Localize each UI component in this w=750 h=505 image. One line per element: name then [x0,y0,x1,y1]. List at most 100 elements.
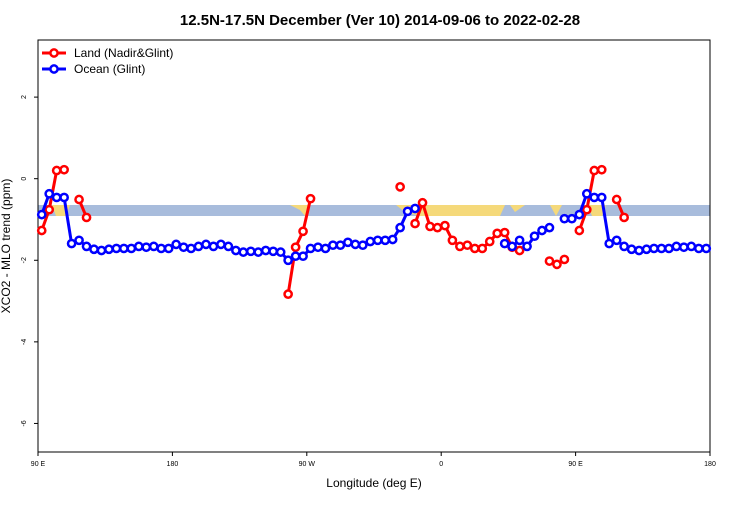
data-point [574,209,585,220]
data-point [581,204,592,215]
data-point [141,242,152,253]
data-point [537,225,547,236]
data-point [611,235,622,246]
data-point [223,241,234,252]
data-point [664,243,674,254]
data-point [395,222,405,233]
data-point [305,193,316,204]
data-point [290,251,301,262]
land-band [588,205,606,216]
data-point [156,243,167,254]
data-point [51,192,62,203]
data-point [298,226,308,237]
data-point [74,194,84,205]
data-point [193,241,204,252]
data-point [589,192,600,203]
data-point [425,221,435,232]
data-point [372,235,383,246]
data-point [484,236,495,247]
data-point [499,238,510,249]
data-point [544,222,555,233]
x-tick-label: 180 [704,461,716,468]
data-point [36,225,47,236]
data-point [208,241,219,252]
data-point [290,242,301,253]
data-point [559,254,570,265]
data-point [447,235,458,246]
x-tick-label: 90 W [299,461,316,468]
data-point [626,244,637,255]
data-point [36,209,47,220]
data-point [634,245,644,256]
data-point [163,243,174,254]
data-point [238,247,249,257]
y-tick-label: -4 [21,339,28,345]
data-point [514,235,525,246]
x-tick-label: 0 [439,461,443,468]
data-point [410,203,420,214]
data-point [343,237,353,248]
data-point [178,242,189,253]
data-point [619,212,629,223]
data-point [410,218,420,229]
data-point [611,194,622,205]
data-point [589,165,600,176]
y-tick-label: 0 [21,177,28,181]
data-point [44,204,55,215]
data-point [596,164,607,175]
data-point [387,234,398,245]
data-point [313,242,323,253]
data-point [74,235,84,246]
data-point [59,164,69,175]
x-tick-label: 180 [167,461,179,468]
data-point [186,243,196,254]
data-point [492,228,503,239]
y-tick-label: -6 [21,420,28,426]
y-axis-label: XCO2 - MLO trend (ppm) [0,179,13,314]
data-point [283,255,293,266]
data-point [656,243,667,254]
data-point [119,243,129,254]
data-point [499,227,510,238]
data-point [462,240,473,251]
data-point [596,192,607,203]
ocean-band [38,205,710,216]
land-band [290,205,310,216]
data-point [581,188,592,199]
data-point [268,246,279,257]
land-band [510,205,525,212]
data-point [305,243,316,254]
data-point [148,241,159,252]
data-point [567,213,577,224]
data-point [328,240,338,251]
data-point [649,243,659,254]
data-point [245,246,256,257]
data-point [514,245,525,256]
legend-marker [49,48,59,58]
data-point [133,241,144,252]
data-point [380,235,391,246]
data-point [507,241,517,252]
data-point [275,247,286,257]
data-point [552,259,562,270]
legend-label: Ocean (Glint) [74,62,145,76]
data-point [604,238,615,249]
data-point [216,239,226,250]
data-point [619,241,629,252]
data-point [440,220,450,231]
data-point [671,241,682,252]
data-point [477,243,488,254]
data-point [529,231,540,242]
data-point [51,165,62,176]
data-point [111,243,122,254]
legend-marker [49,64,59,74]
data-point [260,245,271,256]
data-point [335,240,346,251]
data-point [365,236,376,247]
data-point [59,192,69,203]
x-tick-label: 90 E [31,461,46,468]
data-point [81,241,92,252]
data-point [679,242,689,253]
land-band [550,205,562,216]
x-tick-label: 90 E [568,461,583,468]
